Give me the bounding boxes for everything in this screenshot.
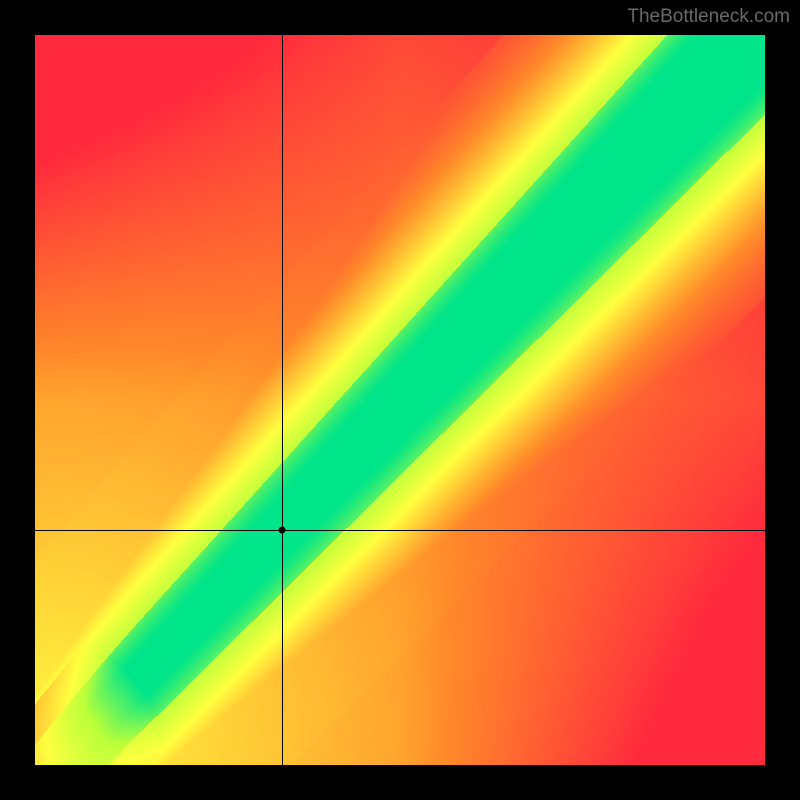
watermark-text: TheBottleneck.com [627, 6, 790, 28]
crosshair-horizontal [35, 530, 765, 531]
crosshair-marker-dot [278, 526, 285, 533]
crosshair-vertical [282, 35, 283, 765]
heatmap-canvas [35, 35, 765, 765]
chart-container: TheBottleneck.com [0, 0, 800, 800]
plot-frame [35, 35, 765, 765]
